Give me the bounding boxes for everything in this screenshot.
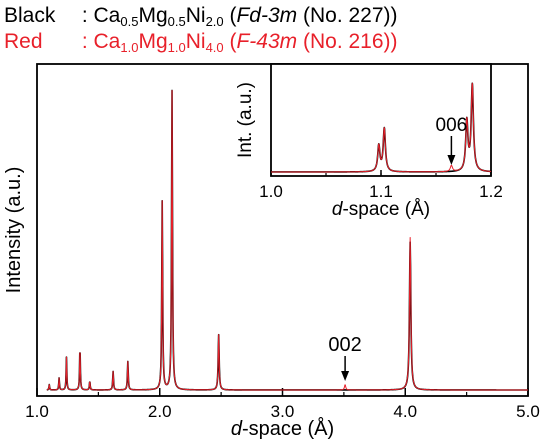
main-y-label: Intensity (a.u.): [3, 167, 25, 294]
main-tick-label: 1.0: [25, 402, 49, 421]
inset-annotation-arrowhead: [447, 155, 456, 165]
inset-plot: 1.0 1.1 1.2 d-space (Å) Int. (a.u.) 006: [235, 63, 503, 220]
main-annotation-label: 002: [328, 334, 361, 356]
inset-tick-label: 1.2: [479, 182, 503, 201]
legend-red-group: F-43m: [236, 30, 298, 53]
legend-black-formula: Ca0.5Mg0.5Ni2.0: [93, 4, 224, 29]
legend-black-name: Black: [4, 4, 56, 27]
inset-series-red: [270, 82, 492, 173]
main-tick-label: 5.0: [516, 402, 540, 421]
main-tick-label: 4.0: [393, 402, 417, 421]
main-annotation-arrowhead: [341, 371, 350, 381]
legend-black-group: Fd-3m: [236, 4, 298, 27]
legend-red-sep: :: [76, 30, 94, 53]
legend-red-formula: Ca1.0Mg1.0Ni4.0: [93, 30, 224, 55]
main-x-label: d-space (Å): [231, 417, 334, 440]
legend-black-sep: :: [76, 4, 94, 27]
main-tick-label: 2.0: [148, 402, 172, 421]
legend-black: Black : Ca0.5Mg0.5Ni2.0 (Fd-3m (No. 227)…: [4, 4, 398, 29]
main-tick-label: 3.0: [271, 402, 295, 421]
inset-tick-label: 1.0: [259, 182, 283, 201]
inset-x-label: d-space (Å): [332, 199, 430, 220]
inset-annotation-label: 006: [436, 115, 468, 136]
inset-y-label: Int. (a.u.): [235, 82, 256, 158]
main-series-red: [46, 89, 529, 391]
legend-red-group-number: (No. 216)): [297, 30, 398, 53]
legend-black-group-number: (No. 227)): [297, 4, 398, 27]
legend-red: Red : Ca1.0Mg1.0Ni4.0 (F-43m (No. 216)): [4, 30, 398, 55]
legend-red-name: Red: [4, 30, 43, 53]
inset-tick-label: 1.1: [369, 182, 393, 201]
